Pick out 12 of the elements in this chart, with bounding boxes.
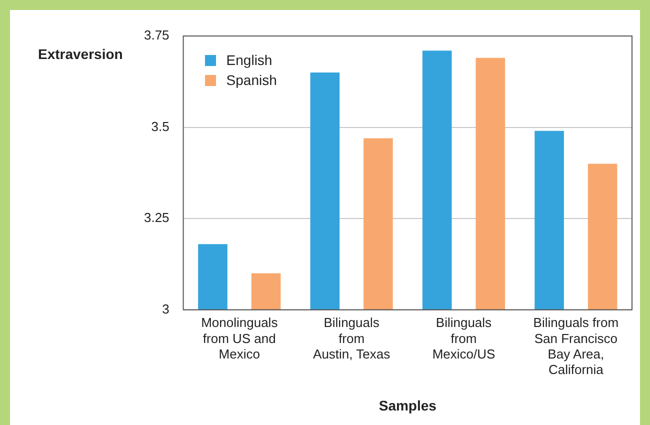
y-tick-label: 3.75 [144, 28, 170, 43]
x-axis-title: Samples [378, 397, 437, 414]
y-tick-label: 3 [162, 301, 170, 316]
legend-label: English [226, 52, 272, 68]
x-tick-label: Bilinguals from Mexico/US [432, 315, 496, 362]
x-tick-label: Bilinguals from San Francisco Bay Area, California [533, 315, 619, 377]
y-axis-title: Extraversion [38, 46, 123, 62]
y-tick-label: 3.25 [144, 210, 170, 226]
y-tick-label: 3.5 [151, 118, 170, 134]
x-tick-label: Monolinguals from US and Mexico [201, 315, 278, 362]
x-tick-label: Bilinguals from Austin, Texas [313, 315, 391, 362]
legend-label: Spanish [226, 72, 277, 88]
